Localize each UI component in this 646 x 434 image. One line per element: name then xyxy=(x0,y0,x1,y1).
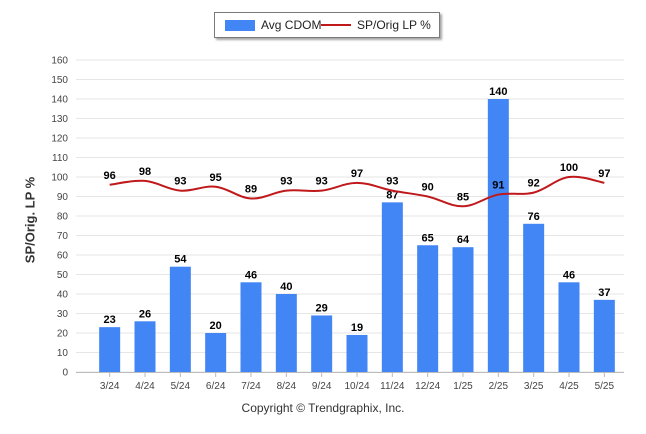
line-data-label: 98 xyxy=(139,166,151,178)
y-tick-label: 110 xyxy=(52,153,68,164)
bar-avg-cdom xyxy=(311,315,333,372)
line-data-label: 93 xyxy=(280,176,292,188)
legend-bar-label: Avg CDOM xyxy=(261,18,322,32)
x-tick-label: 3/25 xyxy=(524,381,544,392)
y-tick-label: 150 xyxy=(51,75,68,86)
bar-avg-cdom xyxy=(381,202,403,372)
copyright-footer: Copyright © Trendgraphix, Inc. xyxy=(241,401,405,415)
bar-avg-cdom xyxy=(346,334,368,372)
bar-data-label: 87 xyxy=(386,189,398,201)
x-tick-label: 12/24 xyxy=(415,381,440,392)
x-tick-label: 7/24 xyxy=(241,381,261,392)
y-tick-label: 160 xyxy=(51,56,68,67)
bar-avg-cdom xyxy=(240,282,262,372)
bar-data-label: 40 xyxy=(280,281,292,293)
bar-data-label: 23 xyxy=(104,314,116,326)
bar-data-label: 29 xyxy=(316,302,328,314)
x-tick-label: 5/24 xyxy=(171,381,191,392)
y-tick-label: 30 xyxy=(57,309,69,320)
x-tick-label: 5/25 xyxy=(595,381,615,392)
y-tick-label: 60 xyxy=(57,251,69,262)
y-tick-label: 120 xyxy=(51,134,68,145)
line-data-label: 90 xyxy=(422,182,434,194)
x-tick-label: 9/24 xyxy=(312,381,332,392)
line-data-label: 97 xyxy=(351,168,363,180)
x-tick-label: 2/25 xyxy=(489,381,509,392)
bar-data-label: 76 xyxy=(528,211,540,223)
line-data-label: 85 xyxy=(457,191,469,203)
line-data-label: 91 xyxy=(492,180,504,192)
bar-data-label: 26 xyxy=(139,308,151,320)
line-data-label: 93 xyxy=(174,176,186,188)
x-tick-label: 1/25 xyxy=(453,381,473,392)
legend-line-label: SP/Orig LP % xyxy=(357,18,431,32)
line-data-label: 92 xyxy=(528,178,540,190)
bar-data-label: 46 xyxy=(245,269,257,281)
bar-data-label: 64 xyxy=(457,234,470,246)
bar-avg-cdom xyxy=(99,327,121,372)
bar-avg-cdom xyxy=(169,266,191,372)
x-tick-label: 4/24 xyxy=(135,381,155,392)
bar-data-label: 20 xyxy=(210,320,222,332)
legend-item-sp-orig-lp: SP/Orig LP % xyxy=(321,18,431,32)
y-tick-label: 0 xyxy=(62,368,68,379)
line-data-label: 100 xyxy=(560,162,578,174)
line-data-label: 93 xyxy=(386,176,398,188)
bar-avg-cdom xyxy=(275,294,297,372)
line-data-label: 93 xyxy=(316,176,328,188)
x-tick-label: 4/25 xyxy=(559,381,579,392)
bar-avg-cdom xyxy=(134,321,156,372)
x-tick-label: 11/24 xyxy=(380,381,405,392)
line-data-label: 89 xyxy=(245,183,257,195)
y-tick-label: 10 xyxy=(57,348,69,359)
line-data-label: 96 xyxy=(104,170,116,182)
y-tick-label: 80 xyxy=(57,212,69,223)
bar-avg-cdom xyxy=(487,99,509,372)
bar-avg-cdom xyxy=(523,223,545,372)
bar-data-label: 37 xyxy=(598,287,610,299)
legend-line-swatch xyxy=(321,24,351,26)
bar-data-label: 54 xyxy=(174,254,187,266)
x-tick-label: 10/24 xyxy=(344,381,369,392)
legend-item-avg-cdom: Avg CDOM xyxy=(225,18,321,32)
bar-data-label: 65 xyxy=(422,232,434,244)
y-tick-label: 130 xyxy=(51,114,68,125)
bar-data-label: 46 xyxy=(563,269,575,281)
bar-avg-cdom xyxy=(452,247,474,372)
bar-avg-cdom xyxy=(417,245,439,372)
y-axis-title: SP/Orig. LP % xyxy=(22,176,38,264)
x-tick-label: 6/24 xyxy=(206,381,226,392)
x-tick-label: 8/24 xyxy=(277,381,297,392)
line-data-label: 95 xyxy=(210,172,222,184)
y-tick-label: 40 xyxy=(57,290,69,301)
y-tick-label: 20 xyxy=(57,329,69,340)
bar-avg-cdom xyxy=(593,299,615,372)
line-data-label: 97 xyxy=(598,168,610,180)
y-tick-label: 140 xyxy=(51,95,68,106)
line-sp-orig-lp xyxy=(109,175,605,208)
legend: Avg CDOM SP/Orig LP % xyxy=(214,12,440,38)
x-tick-label: 3/24 xyxy=(100,381,120,392)
y-tick-label: 70 xyxy=(57,231,69,242)
y-tick-label: 100 xyxy=(51,173,68,184)
y-tick-label: 90 xyxy=(57,192,69,203)
y-tick-label: 50 xyxy=(57,270,69,281)
bar-data-label: 19 xyxy=(351,322,363,334)
bar-data-label: 140 xyxy=(489,86,507,98)
bar-avg-cdom xyxy=(205,333,227,372)
bar-avg-cdom xyxy=(558,282,580,372)
legend-bar-swatch xyxy=(225,19,255,31)
